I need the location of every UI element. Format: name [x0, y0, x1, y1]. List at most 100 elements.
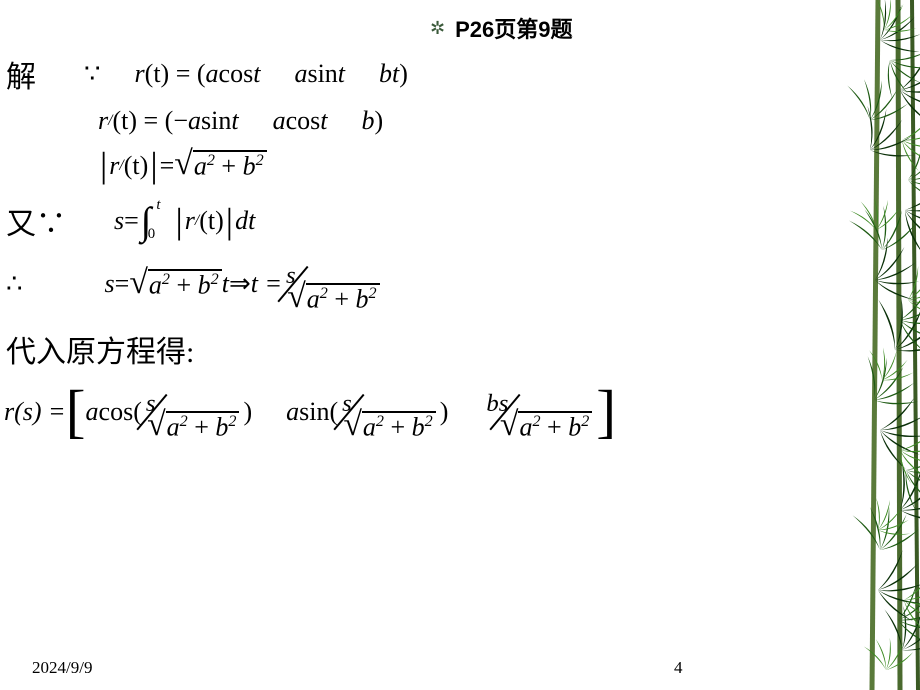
t1: t — [253, 59, 260, 89]
sup2: 2 — [256, 152, 264, 169]
t2: t — [338, 59, 345, 89]
abs-open: | — [98, 153, 109, 178]
a-cos: a — [206, 59, 219, 89]
eq-line-2: r / (t) = (− a sin t a cos t b ) — [98, 106, 816, 136]
sup: 2 — [180, 413, 188, 430]
b: b — [243, 152, 256, 181]
b: b — [215, 412, 228, 441]
a: a — [519, 412, 532, 441]
sup: 2 — [581, 413, 589, 430]
slash-fraction: s √ a2 + b2 — [342, 389, 436, 435]
eq: = — [160, 151, 175, 181]
b: b — [568, 412, 581, 441]
footer-page: 4 — [674, 658, 683, 678]
sqrt: √ a2 + b2 — [174, 150, 266, 181]
t1: t — [231, 106, 238, 136]
b: b — [198, 270, 211, 299]
sup2: 2 — [369, 285, 377, 302]
footer-date: 2024/9/9 — [32, 658, 92, 678]
a: a — [363, 412, 376, 441]
rs-eq: r(s) = — [4, 397, 66, 427]
int-upper: t — [156, 200, 160, 212]
eq: = — [115, 269, 130, 299]
plus: + — [170, 270, 198, 299]
close-paren: ) — [440, 397, 449, 427]
close: ) — [399, 59, 408, 89]
slide-header: ✲ P26页第9题 — [430, 12, 572, 44]
cn-jie: 解 — [6, 52, 36, 96]
sup2: 2 — [320, 285, 328, 302]
a-sin: a — [294, 59, 307, 89]
sin: sin — [299, 397, 329, 427]
cos: cos — [99, 397, 134, 427]
math-content: 解 ∵ r (t) = ( a cos t a sin t bt ) r / (… — [6, 52, 816, 441]
eq-line-7: r(s) = [ a cos ( s √ a2 + b2 ) a sin ( s… — [4, 389, 816, 435]
plus: + — [188, 412, 216, 441]
a: a — [167, 412, 180, 441]
a-cos: a — [273, 106, 286, 136]
sup: 2 — [376, 413, 384, 430]
a-cos: a — [86, 397, 99, 427]
eq-line-1: 解 ∵ r (t) = ( a cos t a sin t bt ) — [6, 52, 816, 96]
close: ) — [374, 106, 383, 136]
sup: 2 — [228, 413, 236, 430]
eq-line-5: ∴ s = √ a2 + b2 t ⇒ t = s √ a2 + b2 — [6, 261, 816, 307]
bamboo-decoration — [800, 0, 920, 690]
sup2: 2 — [211, 271, 219, 288]
s: s — [105, 269, 115, 299]
a: a — [307, 284, 320, 313]
abs-close: | — [224, 209, 235, 234]
integral-sign: ∫ t 0 — [141, 206, 152, 237]
sup: 2 — [425, 413, 433, 430]
header-title: P26页第9题 — [455, 12, 572, 44]
cn-also: 又∵ — [6, 199, 66, 243]
bt: bt — [379, 59, 399, 89]
cn-substitute: 代入原方程得: — [6, 327, 194, 371]
slash-fraction: bs √ a2 + b2 — [486, 389, 592, 435]
sin: sin — [201, 106, 231, 136]
plus: + — [215, 152, 243, 181]
r: r — [185, 206, 195, 236]
abs-close: | — [148, 153, 159, 178]
bracket-open: [ — [66, 391, 86, 433]
because-sym: ∵ — [84, 59, 101, 89]
implies: ⇒ — [229, 269, 251, 299]
plus: + — [541, 412, 569, 441]
teq: t = — [251, 269, 282, 299]
cos: cos — [219, 59, 254, 89]
t2: t — [320, 106, 327, 136]
sup2: 2 — [207, 152, 215, 169]
a-sin: a — [286, 397, 299, 427]
slash-fraction: s √ a2 + b2 — [286, 261, 380, 307]
plus: + — [384, 412, 412, 441]
eq-line-6: 代入原方程得: — [6, 327, 816, 371]
s: s — [114, 206, 124, 236]
t: t — [222, 269, 229, 299]
cos: cos — [286, 106, 321, 136]
plus: + — [328, 284, 356, 313]
b: b — [361, 106, 374, 136]
var-r: r — [135, 59, 145, 89]
bracket-close: ] — [596, 391, 616, 433]
eq: = — [124, 206, 139, 236]
abs-open: | — [173, 209, 184, 234]
eq-line-3: | r / (t) | = √ a2 + b2 — [98, 150, 816, 181]
b: b — [412, 412, 425, 441]
sqrt: √ a2 + b2 — [129, 269, 221, 300]
a: a — [194, 152, 207, 181]
b: b — [356, 284, 369, 313]
tp: (t) — [199, 206, 224, 236]
frac-den: √ a2 + b2 — [287, 283, 379, 314]
sup2: 2 — [162, 271, 170, 288]
slash-fraction: s √ a2 + b2 — [146, 389, 240, 435]
open-paren: ( — [329, 397, 338, 427]
dt: dt — [235, 206, 255, 236]
close-paren: ) — [243, 397, 252, 427]
therefore-sym: ∴ — [6, 269, 23, 299]
t-paren: (t) — [124, 151, 149, 181]
sup: 2 — [532, 413, 540, 430]
int-lower: 0 — [148, 229, 155, 241]
eq-line-4: 又∵ s = ∫ t 0 | r / (t) | dt — [6, 199, 816, 243]
a: a — [149, 270, 162, 299]
eq-part: (t) = ( — [145, 59, 206, 89]
